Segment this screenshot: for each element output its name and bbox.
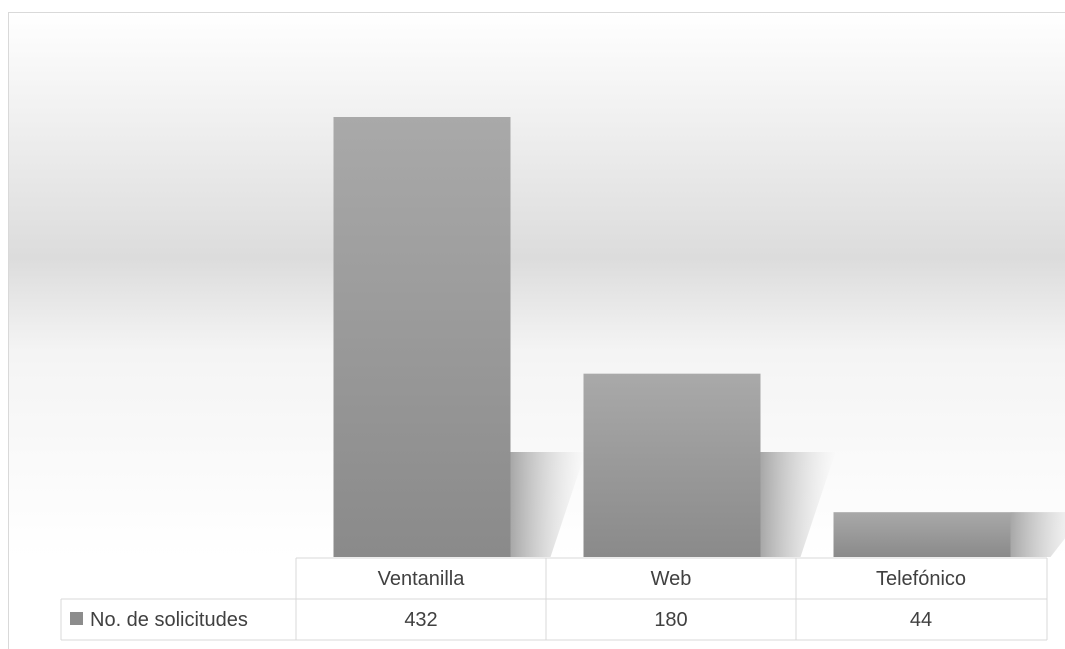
bar-shadow-ventanilla (510, 452, 586, 557)
bar-telefonico (833, 512, 1011, 557)
value-label-web: 180 (654, 609, 687, 631)
chart-frame (8, 12, 1065, 649)
bar-shadow-telefonico (1010, 512, 1065, 557)
data-table: No. de solicitudes Ventanilla Web Telefó… (60, 557, 1048, 641)
category-label-telefonico: Telefónico (876, 568, 966, 590)
legend-key (70, 612, 83, 625)
bar-shadow-web (760, 452, 836, 557)
bars (333, 117, 1011, 557)
bar-ventanilla (333, 117, 511, 557)
category-label-web: Web (651, 568, 692, 590)
bar-shadows (510, 452, 1065, 557)
bar-web (583, 373, 761, 557)
category-label-ventanilla: Ventanilla (378, 568, 466, 590)
value-label-ventanilla: 432 (404, 609, 437, 631)
value-label-telefonico: 44 (910, 609, 932, 631)
legend-label: No. de solicitudes (90, 609, 248, 631)
